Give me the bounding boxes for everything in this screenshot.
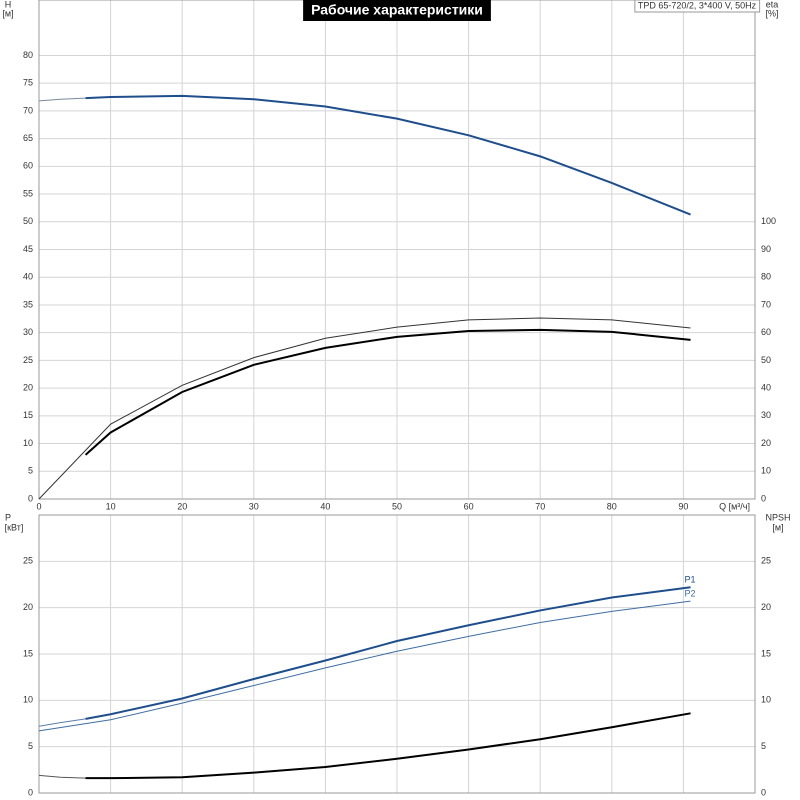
y-tick-label: 80	[23, 50, 33, 60]
y-tick-label: 20	[23, 382, 33, 392]
y-tick-label: 10	[23, 438, 33, 448]
title-box	[303, 0, 491, 21]
y-tick-label: 5	[28, 741, 33, 751]
x-tick-label: 70	[535, 501, 545, 511]
y-axis-unit: [м]	[2, 8, 13, 18]
y2-tick-label: 100	[761, 216, 776, 226]
y-tick-label: 0	[28, 787, 33, 797]
y2-tick-label: 70	[761, 299, 771, 309]
y-tick-label: 40	[23, 272, 33, 282]
y-tick-label: 5	[28, 466, 33, 476]
x-tick-label: 0	[36, 501, 41, 511]
y2-tick-label: 40	[761, 382, 771, 392]
y2-tick-label: 80	[761, 272, 771, 282]
curve	[38, 97, 86, 102]
plot-frame	[38, 0, 756, 500]
curve	[38, 317, 691, 500]
subtitle-box	[634, 0, 761, 13]
y-tick-label: 35	[23, 299, 33, 309]
y-tick-label: 20	[23, 602, 33, 612]
y2-tick-label: 15	[761, 648, 771, 658]
y-tick-label: 15	[23, 648, 33, 658]
y-tick-label: 0	[28, 493, 33, 503]
y-tick-label: 25	[23, 355, 33, 365]
x-tick-label: 90	[678, 501, 688, 511]
y2-tick-label: 10	[761, 695, 771, 705]
plot-frame	[38, 514, 756, 794]
y2-tick-label: 10	[761, 466, 771, 476]
y-tick-label: 15	[23, 410, 33, 420]
y2-tick-label: 30	[761, 410, 771, 420]
curve	[85, 712, 691, 780]
y-tick-label: 30	[23, 327, 33, 337]
y2-tick-label: 20	[761, 602, 771, 612]
y2-tick-label: 60	[761, 327, 771, 337]
curve	[85, 94, 691, 216]
y-axis-label: P	[5, 512, 11, 522]
y-tick-label: 50	[23, 216, 33, 226]
curve-label: P1	[685, 575, 696, 585]
x-tick-label: 60	[464, 501, 474, 511]
curve	[38, 774, 86, 779]
x-axis-label: Q [м³/ч]	[719, 501, 750, 511]
y2-tick-label: 50	[761, 355, 771, 365]
y-tick-label: 60	[23, 161, 33, 171]
chart-title: Рабочие характеристики	[311, 2, 483, 18]
curve-label: P2	[685, 589, 696, 599]
y-tick-label: 70	[23, 105, 33, 115]
y-tick-label: 65	[23, 133, 33, 143]
y-tick-label: 45	[23, 244, 33, 254]
y-tick-label: 10	[23, 695, 33, 705]
curve	[38, 718, 86, 727]
y2-axis-label: NPSH	[765, 512, 790, 522]
y2-tick-label: 0	[761, 787, 766, 797]
y2-tick-label: 0	[761, 493, 766, 503]
x-tick-label: 10	[106, 501, 116, 511]
x-tick-label: 80	[607, 501, 617, 511]
y2-tick-label: 5	[761, 741, 766, 751]
y2-tick-label: 90	[761, 244, 771, 254]
curve	[84, 328, 691, 456]
y-axis-unit: [кВт]	[5, 522, 24, 532]
y-tick-label: 75	[23, 78, 33, 88]
y2-tick-label: 25	[761, 556, 771, 566]
y2-axis-unit: [%]	[765, 8, 778, 18]
x-tick-label: 50	[392, 501, 402, 511]
subtitle: TPD 65-720/2, 3*400 V, 50Hz	[638, 0, 757, 10]
x-tick-label: 30	[249, 501, 259, 511]
y-axis-label: H	[5, 0, 12, 9]
curve	[85, 586, 691, 720]
x-tick-label: 40	[320, 501, 330, 511]
y2-axis-unit: [м]	[772, 522, 783, 532]
x-tick-label: 20	[177, 501, 187, 511]
y-tick-label: 55	[23, 188, 33, 198]
y-tick-label: 25	[23, 556, 33, 566]
curve	[38, 600, 691, 732]
y2-axis-label: eta	[766, 0, 779, 9]
y2-tick-label: 20	[761, 438, 771, 448]
